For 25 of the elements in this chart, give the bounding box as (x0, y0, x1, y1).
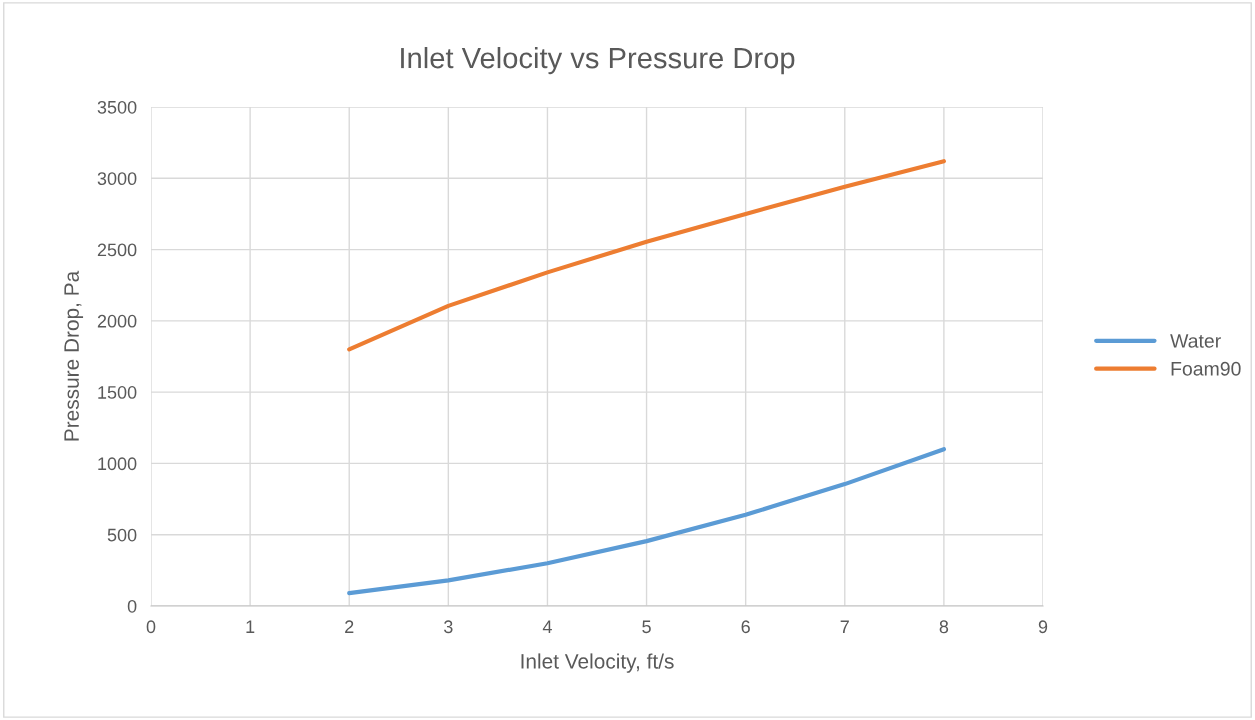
chart-title: Inlet Velocity vs Pressure Drop (401, 46, 795, 75)
y-tick-label: 2500 (97, 243, 137, 257)
x-axis-title: Inlet Velocity, ft/s (521, 653, 674, 673)
x-tick-label: 5 (642, 620, 651, 634)
legend-label: Foam90 (1171, 361, 1241, 376)
x-tick-label: 8 (939, 620, 949, 634)
x-tick-label: 4 (542, 620, 552, 633)
legend-label: Water (1170, 334, 1221, 348)
y-tick-label: 3000 (97, 172, 137, 186)
x-tick-label: 9 (1038, 620, 1048, 634)
x-tick-label: 7 (840, 620, 849, 633)
line-series (347, 447, 946, 596)
y-tick-label: 2000 (97, 314, 137, 328)
y-tick-label: 0 (127, 599, 137, 613)
y-axis-title: Pressure Drop, Pa (64, 270, 84, 441)
y-tick-label: 3500 (97, 100, 137, 114)
line-series (347, 159, 946, 352)
x-tick-label: 3 (444, 620, 453, 634)
x-tick-label: 0 (146, 620, 156, 634)
x-tick-label: 6 (741, 620, 750, 634)
y-tick-label: 1500 (98, 386, 137, 399)
x-tick-label: 2 (345, 620, 354, 633)
y-tick-label: 500 (107, 528, 137, 542)
x-tick-label: 1 (246, 620, 255, 633)
y-tick-label: 1000 (98, 457, 137, 471)
